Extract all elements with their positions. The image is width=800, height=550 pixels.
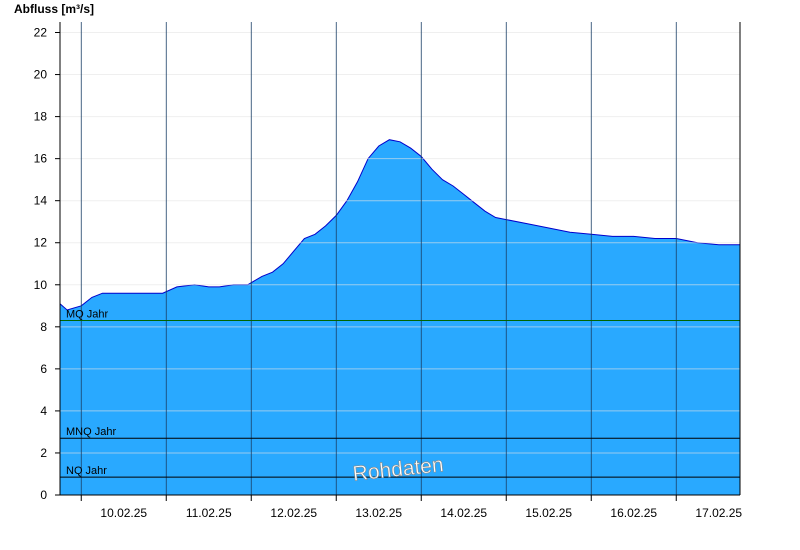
data-point: [162, 293, 163, 294]
data-point: [144, 293, 145, 294]
data-point: [325, 225, 326, 226]
x-tick-label: 15.02.25: [525, 506, 572, 520]
y-tick-label: 10: [34, 278, 48, 292]
data-point: [569, 232, 570, 233]
data-point: [219, 286, 220, 287]
y-tick-label: 0: [40, 488, 47, 502]
y-tick-label: 14: [34, 194, 48, 208]
y-tick-label: 6: [40, 362, 47, 376]
data-point: [102, 293, 103, 294]
data-point: [484, 211, 485, 212]
data-point: [410, 148, 411, 149]
x-tick-label: 11.02.25: [186, 506, 232, 520]
data-point: [283, 263, 284, 264]
data-point: [378, 145, 379, 146]
y-tick-label: 16: [34, 152, 48, 166]
x-tick-label: 13.02.25: [355, 506, 402, 520]
discharge-area: [60, 139, 740, 495]
data-point: [314, 234, 315, 235]
plot-area: MQ Jahr MNQ Jahr NQ Jahr 0 2 4 6 8 10 12 14 16 18 20 2…: [34, 22, 742, 520]
ref-line-label: MQ Jahr: [66, 309, 109, 321]
data-point: [654, 238, 655, 239]
data-point: [293, 251, 294, 252]
data-point: [633, 236, 634, 237]
data-point: [91, 297, 92, 298]
data-point: [389, 139, 390, 140]
data-point: [527, 223, 528, 224]
y-axis-label: Abfluss [m³/s]: [14, 2, 94, 16]
data-point: [399, 141, 400, 142]
data-point: [463, 194, 464, 195]
data-point: [612, 236, 613, 237]
data-point: [474, 202, 475, 203]
ref-line-label: NQ Jahr: [66, 465, 107, 477]
y-tick-label: 4: [40, 404, 47, 418]
data-point: [442, 179, 443, 180]
y-tick-label: 8: [40, 320, 47, 334]
x-tick-label: 16.02.25: [610, 506, 657, 520]
data-point: [176, 286, 177, 287]
x-tick-label: 17.02.25: [695, 506, 742, 520]
y-tick-label: 2: [40, 446, 47, 460]
ref-line-label: MNQ Jahr: [66, 426, 116, 438]
data-point: [357, 181, 358, 182]
data-point: [304, 238, 305, 239]
watermark-text: Rohdaten: [352, 453, 445, 485]
data-point: [495, 217, 496, 218]
y-tick-label: 18: [34, 110, 48, 124]
data-point: [718, 244, 719, 245]
x-tick-label: 14.02.25: [440, 506, 487, 520]
data-point: [208, 286, 209, 287]
data-point: [431, 169, 432, 170]
y-tick-label: 12: [34, 236, 48, 250]
y-tick-label: 20: [34, 68, 48, 82]
data-point: [261, 276, 262, 277]
x-tick-label: 10.02.25: [100, 506, 147, 520]
data-point: [453, 185, 454, 186]
x-tick-label: 12.02.25: [270, 506, 317, 520]
y-tick-label: 22: [34, 26, 48, 40]
data-point: [272, 272, 273, 273]
data-point: [123, 293, 124, 294]
data-point: [548, 227, 549, 228]
